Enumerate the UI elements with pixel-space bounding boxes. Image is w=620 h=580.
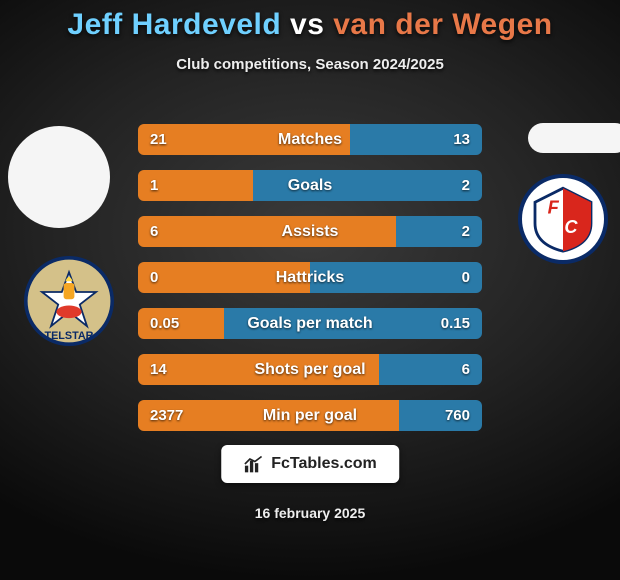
stat-label: Goals per match (208, 315, 412, 333)
stat-value-right: 760 (412, 407, 482, 424)
stat-row: 1Goals2 (138, 170, 482, 201)
stat-label: Shots per goal (208, 361, 412, 379)
stat-label: Goals (208, 177, 412, 195)
stat-row: 2377Min per goal760 (138, 400, 482, 431)
stat-row: 6Assists2 (138, 216, 482, 247)
stat-value-left: 14 (138, 361, 208, 378)
stat-value-left: 0.05 (138, 315, 208, 332)
stat-row: 21Matches13 (138, 124, 482, 155)
title-player1: Jeff Hardeveld (67, 8, 281, 41)
svg-text:TELSTAR: TELSTAR (45, 330, 94, 342)
svg-text:F: F (548, 197, 560, 217)
player1-avatar (8, 126, 110, 228)
stat-value-left: 6 (138, 223, 208, 240)
title-vs: vs (290, 8, 324, 41)
stat-value-right: 6 (412, 361, 482, 378)
brand-text: FcTables.com (271, 455, 377, 473)
subtitle: Club competitions, Season 2024/2025 (0, 56, 620, 73)
stat-value-right: 0 (412, 269, 482, 286)
title-player2: van der Wegen (333, 8, 552, 41)
stat-value-left: 0 (138, 269, 208, 286)
footer-date: 16 february 2025 (0, 505, 620, 521)
svg-text:C: C (564, 217, 578, 237)
stat-label: Assists (208, 223, 412, 241)
stat-label: Matches (208, 131, 412, 149)
stat-value-left: 21 (138, 131, 208, 148)
comparison-title: Jeff Hardeveld vs van der Wegen (0, 0, 620, 42)
player2-avatar (528, 123, 620, 153)
stat-row: 0Hattricks0 (138, 262, 482, 293)
stat-value-right: 13 (412, 131, 482, 148)
utrecht-crest-icon: F C (528, 184, 598, 254)
stat-value-right: 0.15 (412, 315, 482, 332)
stat-value-right: 2 (412, 223, 482, 240)
stat-value-left: 2377 (138, 407, 208, 424)
club-badge-right: F C (518, 174, 608, 264)
stat-label: Hattricks (208, 269, 412, 287)
stats-container: 21Matches131Goals26Assists20Hattricks00.… (138, 124, 482, 431)
stat-label: Min per goal (208, 407, 412, 425)
stat-row: 14Shots per goal6 (138, 354, 482, 385)
stat-value-right: 2 (412, 177, 482, 194)
fctables-logo-icon (243, 455, 263, 473)
club-badge-left: TELSTAR (24, 256, 114, 346)
stat-row: 0.05Goals per match0.15 (138, 308, 482, 339)
stat-value-left: 1 (138, 177, 208, 194)
brand-badge: FcTables.com (221, 445, 399, 483)
telstar-crest-icon: TELSTAR (24, 256, 114, 346)
